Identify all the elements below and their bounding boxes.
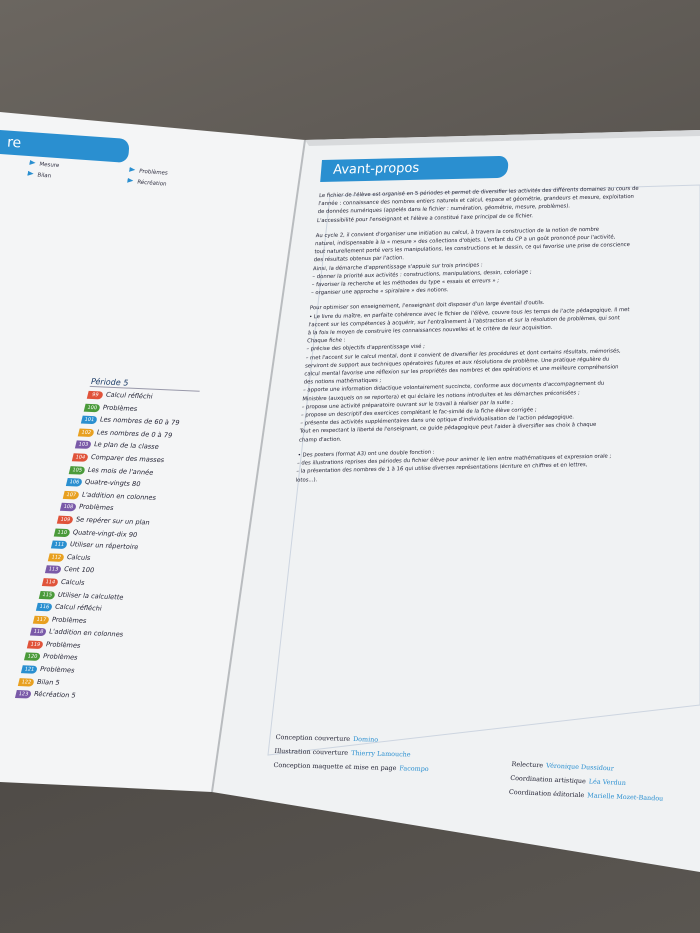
credit-role: Relecture <box>511 760 544 770</box>
credit-name: Domino <box>352 735 379 744</box>
credit-role: Illustration couverture <box>274 746 349 757</box>
item-number: 119 <box>26 640 44 649</box>
item-number: 120 <box>23 652 41 662</box>
credit-name: Facompo <box>399 764 430 774</box>
item-number: 100 <box>83 403 101 412</box>
credits-left: Conception couverture Domino Illustration … <box>273 733 432 779</box>
item-label: Bilan 5 <box>36 677 61 687</box>
item-label: Problèmes <box>51 615 88 625</box>
credit-role: Conception couverture <box>275 733 351 743</box>
paragraph: Pour optimiser son enseignement, l'ensei… <box>299 295 700 444</box>
item-label: Calculs <box>66 552 92 562</box>
item-number: 105 <box>68 465 86 475</box>
item-number: 106 <box>65 478 83 487</box>
credits-right: Relecture Véronique Dussidour Coordination… <box>508 760 666 809</box>
text-frame <box>267 184 700 756</box>
item-label: Problèmes <box>42 652 79 663</box>
foreword-title: Avant-propos <box>320 155 509 183</box>
item-number: 115 <box>38 590 56 600</box>
paragraph: Au cycle 2, il convient d'organiser une … <box>311 222 700 297</box>
spine <box>211 139 306 793</box>
credit-name: Thierry Lamouche <box>350 748 411 759</box>
item-number: 110 <box>53 528 71 537</box>
credit-name: Véronique Dussidour <box>545 761 615 773</box>
item-number: 104 <box>71 453 89 462</box>
item-number: 116 <box>35 602 53 612</box>
item-number: 99 <box>86 390 104 400</box>
item-number: 113 <box>44 565 62 575</box>
paragraph: Le fichier de l'élève est organisé en 5 … <box>317 183 700 225</box>
item-label: Le plan de la classe <box>93 440 160 452</box>
item-number: 109 <box>56 515 74 525</box>
paragraph: • Des posters (format A3) ont une double… <box>295 442 700 484</box>
item-label: Cent 100 <box>63 565 96 575</box>
item-label: Quatre-vingts 80 <box>84 477 142 489</box>
item-number: 103 <box>74 440 92 450</box>
item-label: Quatre-vingt-dix 90 <box>72 527 139 539</box>
credit-name: Léa Verdun <box>588 777 627 787</box>
foreword: Avant-propos Le fichier de l'élève est o… <box>295 150 700 491</box>
item-label: Problèmes <box>101 403 139 413</box>
item-number: 117 <box>32 615 50 624</box>
item-number: 101 <box>80 415 98 425</box>
page-edge <box>305 130 700 146</box>
item-label: Les mois de l'année <box>87 465 155 477</box>
item-label: Calculs <box>60 577 86 587</box>
left-page <box>0 112 305 792</box>
item-label: Utiliser la calculette <box>57 590 125 602</box>
item-number: 114 <box>41 577 59 587</box>
item-number: 112 <box>47 553 65 562</box>
item-label: Utiliser un répertoire <box>69 540 140 552</box>
item-number: 107 <box>62 490 80 500</box>
item-number: 123 <box>14 690 32 699</box>
item-label: Problèmes <box>39 665 76 675</box>
item-label: Calcul réfléchi <box>104 390 154 401</box>
item-label: Calcul réfléchi <box>54 602 103 613</box>
item-number: 121 <box>20 665 38 674</box>
item-number: 102 <box>77 428 95 437</box>
item-number: 108 <box>59 503 77 512</box>
item-label: Problèmes <box>45 640 82 650</box>
item-number: 111 <box>50 540 68 550</box>
item-label: Problèmes <box>78 502 115 513</box>
right-page <box>212 130 700 872</box>
item-number: 118 <box>29 627 47 637</box>
item-label: Récréation 5 <box>33 690 77 700</box>
item-number: 122 <box>17 677 35 687</box>
